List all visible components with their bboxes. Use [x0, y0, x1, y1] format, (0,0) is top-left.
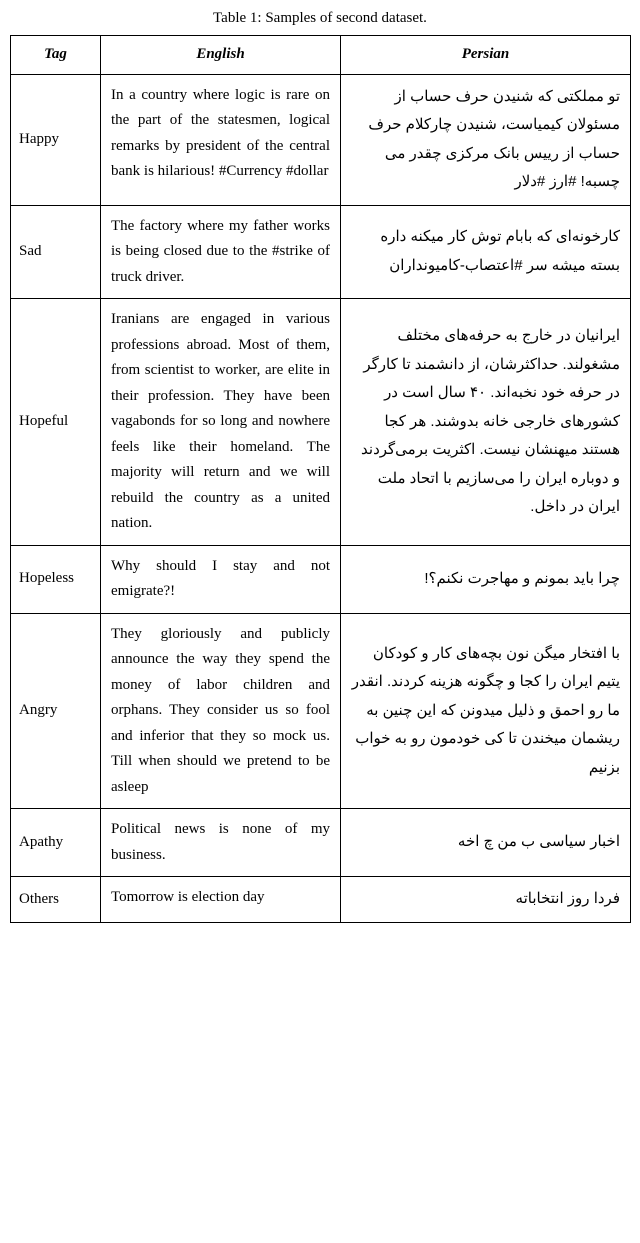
cell-tag: Hopeful [11, 299, 101, 546]
header-tag: Tag [11, 36, 101, 75]
table-header-row: Tag English Persian [11, 36, 631, 75]
table-row: Happy In a country where logic is rare o… [11, 74, 631, 205]
cell-persian: ایرانیان در خارج به حرفه‌های مختلف مشغول… [341, 299, 631, 546]
cell-english: Why should I stay and not emigrate?! [101, 545, 341, 613]
header-persian: Persian [341, 36, 631, 75]
header-english: English [101, 36, 341, 75]
cell-persian: کارخونه‌ای که بابام توش کار میکنه داره ب… [341, 205, 631, 299]
cell-persian: چرا باید بمونم و مهاجرت نکنم؟! [341, 545, 631, 613]
cell-tag: Others [11, 877, 101, 923]
cell-english: The factory where my father works is bei… [101, 205, 341, 299]
cell-persian: فردا روز انتخاباته [341, 877, 631, 923]
table-caption: Table 1: Samples of second dataset. [10, 10, 630, 27]
cell-tag: Angry [11, 613, 101, 809]
table-row: Others Tomorrow is election day فردا روز… [11, 877, 631, 923]
table-row: Hopeful Iranians are engaged in various … [11, 299, 631, 546]
cell-tag: Happy [11, 74, 101, 205]
table-row: Hopeless Why should I stay and not emigr… [11, 545, 631, 613]
table-row: Angry They gloriously and publicly annou… [11, 613, 631, 809]
table-row: Sad The factory where my father works is… [11, 205, 631, 299]
cell-tag: Hopeless [11, 545, 101, 613]
table-row: Apathy Political news is none of my busi… [11, 809, 631, 877]
cell-tag: Sad [11, 205, 101, 299]
cell-english: Iranians are engaged in various professi… [101, 299, 341, 546]
cell-english: In a country where logic is rare on the … [101, 74, 341, 205]
cell-persian: تو مملکتی که شنیدن حرف حساب از مسئولان ک… [341, 74, 631, 205]
cell-english: Tomorrow is election day [101, 877, 341, 923]
dataset-samples-table: Tag English Persian Happy In a country w… [10, 35, 631, 923]
cell-persian: با افتخار میگن نون بچه‌های کار و کودکان … [341, 613, 631, 809]
cell-persian: اخبار سیاسی ب من چ اخه [341, 809, 631, 877]
cell-tag: Apathy [11, 809, 101, 877]
cell-english: Political news is none of my business. [101, 809, 341, 877]
cell-english: They gloriously and publicly announce th… [101, 613, 341, 809]
